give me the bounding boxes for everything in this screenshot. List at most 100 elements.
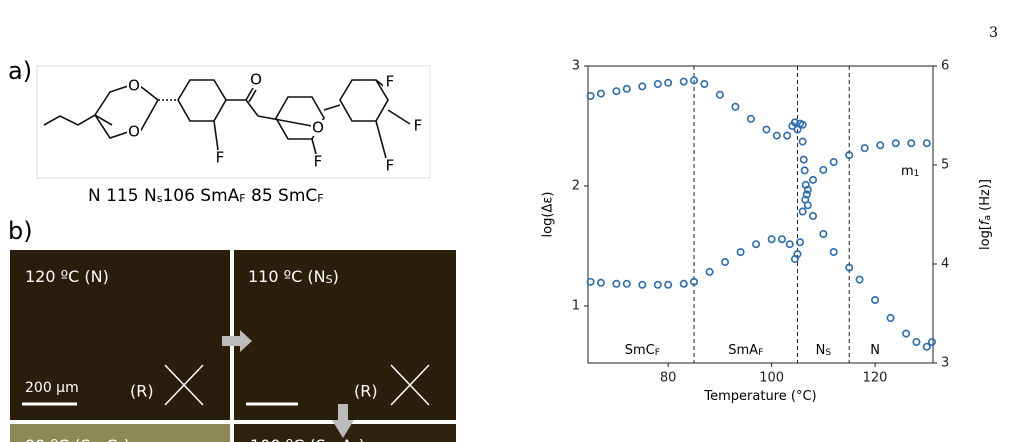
- data-point: [767, 235, 776, 244]
- data-point: [922, 139, 931, 148]
- x-tick-label: 100: [759, 371, 784, 386]
- data-point: [803, 185, 812, 194]
- data-point: [800, 166, 809, 175]
- image-label: 110 ºC (NS): [248, 267, 339, 287]
- text-part: 85 SmC: [246, 186, 318, 206]
- text-part: C): [802, 389, 816, 404]
- data-point: [679, 77, 688, 86]
- y-tick-label: 1: [572, 299, 580, 314]
- panel-label: a): [8, 57, 32, 85]
- data-point: [927, 337, 936, 346]
- phase-label: SmAF: [728, 343, 763, 359]
- atom-mask: [127, 124, 141, 140]
- data-point: [793, 250, 802, 259]
- data-point: [586, 277, 595, 286]
- data-point: [612, 279, 621, 288]
- data-point: [705, 267, 714, 276]
- data-point: [808, 212, 817, 221]
- data-point: [653, 80, 662, 89]
- phase-label: NS: [816, 343, 832, 359]
- image-label: 90 ºC (SmCF): [25, 436, 130, 442]
- atom-mask: [249, 72, 263, 88]
- phase-label: N: [870, 343, 880, 358]
- phase-sequence: N 115 Ns106 SmAF 85 SmCF: [88, 186, 324, 206]
- data-point: [796, 238, 805, 247]
- text-part: m: [901, 164, 914, 179]
- text-part: N: [870, 343, 880, 358]
- text-part: 106 SmA: [162, 186, 239, 206]
- data-point: [783, 131, 792, 140]
- text-part: (Hz)]: [978, 179, 993, 215]
- arrow: [332, 404, 354, 438]
- data-point: [912, 337, 921, 346]
- data-point: [721, 258, 730, 267]
- data-point: [829, 248, 838, 257]
- data-point: [746, 114, 755, 123]
- atom-mask: [127, 78, 141, 94]
- atom: O: [128, 77, 140, 95]
- data-point: [891, 139, 900, 148]
- text-part: Temperature (: [703, 389, 796, 404]
- atom: O: [250, 71, 262, 89]
- plot-frame: [587, 65, 934, 364]
- polarizer-label: (R): [354, 382, 378, 401]
- data-point: [679, 279, 688, 288]
- text-part: SmC: [625, 343, 655, 358]
- text-part: °: [796, 389, 803, 404]
- text-part: F: [317, 192, 323, 205]
- atom: O: [312, 119, 324, 137]
- text-part: ): [333, 267, 339, 286]
- data-point: [902, 329, 911, 338]
- data-point: [819, 165, 828, 174]
- data-point: [871, 295, 880, 304]
- data-point: [799, 155, 808, 164]
- data-point: [638, 280, 647, 289]
- data-point: [586, 92, 595, 101]
- atom-mask: [311, 154, 325, 170]
- data-point: [690, 277, 699, 286]
- x-axis-label: Temperature (°C): [703, 389, 816, 404]
- page-number: 3: [989, 25, 998, 41]
- text-part: N 115 N: [88, 186, 157, 206]
- y2-axis-label: log[fa (Hz)]: [978, 179, 994, 250]
- atom: F: [414, 117, 423, 135]
- data-point: [777, 235, 786, 244]
- data-point: [638, 82, 647, 91]
- text-part: f: [978, 218, 993, 225]
- atom-mask: [383, 74, 397, 90]
- y-tick-label: 3: [572, 59, 580, 74]
- image-label: 100 ºC (SmAF): [250, 436, 365, 442]
- atom: F: [386, 73, 395, 91]
- data-point: [798, 137, 807, 146]
- y2-tick-label: 4: [941, 257, 949, 272]
- data-point: [700, 80, 709, 89]
- atom: F: [216, 149, 225, 167]
- text-part: log[: [978, 225, 993, 250]
- data-point: [622, 279, 631, 288]
- structure-frame: [36, 65, 431, 179]
- data-point: [731, 102, 740, 111]
- panel-label: b): [8, 217, 33, 245]
- text-part: 100 ºC (SmA: [250, 436, 352, 442]
- text-part: 120 ºC (N): [25, 267, 109, 286]
- y2-tick-label: 6: [941, 59, 949, 74]
- text-part: S: [825, 348, 831, 358]
- text-part: a: [983, 215, 993, 221]
- atom-mask: [213, 150, 227, 166]
- data-point: [596, 89, 605, 98]
- phase-label: SmCF: [625, 343, 660, 359]
- micrograph: [10, 424, 230, 442]
- data-point: [612, 87, 621, 96]
- y-axis-label: log(Δε): [541, 192, 556, 238]
- data-point: [798, 120, 807, 129]
- image-label: 120 ºC (N): [25, 267, 109, 286]
- data-point: [653, 280, 662, 289]
- structure: [43, 79, 411, 159]
- micrograph: [10, 250, 230, 420]
- data-point: [752, 240, 761, 249]
- data-point: [790, 118, 799, 127]
- micrograph: [234, 250, 456, 420]
- data-point: [772, 131, 781, 140]
- data-point: [860, 144, 869, 153]
